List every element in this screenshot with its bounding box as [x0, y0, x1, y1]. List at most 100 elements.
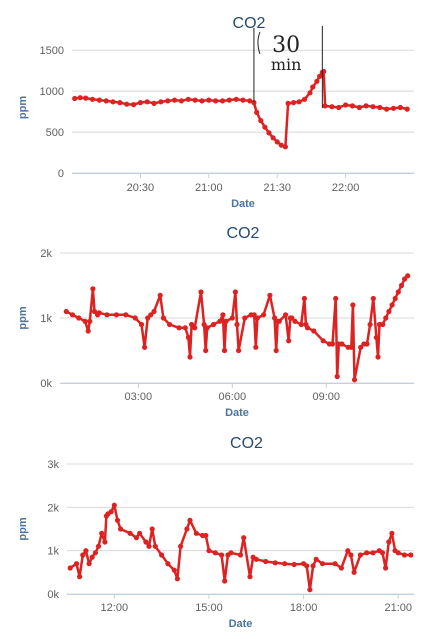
- data-point: [85, 328, 91, 334]
- annotation-text: 30: [272, 33, 300, 58]
- data-point: [377, 104, 383, 111]
- data-point: [405, 273, 411, 279]
- data-point: [310, 84, 316, 90]
- data-point: [338, 565, 344, 571]
- data-point: [392, 295, 398, 302]
- chart-panel-2: CO2 0k 1k 2k 03:00 06:00 09:00 Date ppm: [17, 225, 414, 419]
- data-point: [184, 526, 190, 532]
- data-point: [221, 347, 228, 354]
- data-point: [319, 561, 326, 567]
- data-point: [375, 354, 381, 360]
- data-point: [291, 100, 297, 106]
- x-axis-label: Date: [225, 407, 249, 419]
- x-tick-label: 03:00: [125, 391, 153, 403]
- data-point: [386, 539, 392, 545]
- data-point: [234, 321, 240, 328]
- data-point: [146, 543, 152, 549]
- data-point: [132, 315, 138, 321]
- data-point: [276, 318, 282, 324]
- x-tick-label: 06:00: [219, 391, 247, 403]
- data-point: [89, 554, 95, 560]
- data-point: [198, 289, 204, 295]
- data-point: [348, 344, 354, 350]
- data-point: [143, 539, 149, 545]
- data-point: [131, 102, 137, 108]
- data-point: [187, 354, 193, 360]
- data-point: [322, 103, 328, 109]
- chart-title: CO2: [227, 225, 260, 242]
- data-point: [274, 139, 280, 145]
- data-point: [91, 308, 98, 315]
- data-point: [176, 325, 182, 331]
- data-point: [301, 295, 307, 302]
- data-point: [220, 312, 226, 318]
- data-point: [282, 144, 288, 150]
- y-tick-label: 3k: [47, 459, 59, 471]
- data-point: [262, 124, 268, 130]
- x-tick-label: 21:30: [263, 182, 291, 194]
- data-point: [336, 104, 342, 111]
- data-point: [383, 315, 389, 321]
- x-tick-label: 21:00: [384, 602, 412, 614]
- data-point: [138, 321, 145, 328]
- data-point: [398, 282, 405, 289]
- data-point: [226, 97, 232, 103]
- data-point: [213, 98, 219, 104]
- data-point: [110, 99, 116, 105]
- data-point: [210, 321, 217, 328]
- data-point: [92, 550, 98, 556]
- data-point: [278, 142, 284, 148]
- y-tick-label: 2k: [40, 248, 52, 260]
- data-point: [137, 530, 143, 536]
- data-point: [178, 543, 184, 549]
- data-point: [291, 561, 297, 568]
- x-tick-label: 15:00: [195, 602, 223, 614]
- data-point: [302, 96, 308, 102]
- data-point: [363, 103, 369, 109]
- data-point: [117, 100, 123, 106]
- y-tick-label: 1000: [40, 86, 64, 98]
- data-point: [113, 312, 119, 318]
- annotation-stroke: [257, 31, 261, 55]
- data-point: [118, 526, 124, 532]
- data-point: [217, 318, 223, 324]
- x-tick-label: 09:00: [313, 391, 341, 403]
- chart-panel-3: CO2 0k 1k 2k 3k 12:00 15:00 18:00 21:00 Date ppm: [17, 435, 414, 630]
- data-point: [201, 321, 207, 328]
- data-point: [237, 552, 244, 558]
- data-point: [228, 550, 234, 556]
- y-tick-label: 1k: [40, 313, 52, 325]
- data-point: [151, 308, 157, 315]
- series-line: [69, 503, 411, 591]
- data-point: [404, 106, 410, 112]
- data-point: [267, 292, 273, 298]
- data-point: [96, 97, 102, 103]
- data-point: [357, 552, 363, 558]
- data-point: [370, 295, 376, 302]
- data-point: [83, 95, 89, 101]
- data-point: [304, 325, 311, 331]
- data-point: [253, 344, 259, 350]
- x-tick-label: 18:00: [290, 602, 318, 614]
- x-tick-label: 22:00: [332, 182, 360, 194]
- y-tick-label: 1500: [40, 45, 64, 57]
- data-point: [82, 318, 88, 324]
- data-point: [178, 98, 184, 104]
- data-point: [263, 558, 269, 565]
- data-point: [102, 539, 108, 545]
- data-point: [373, 334, 379, 341]
- data-point: [380, 321, 386, 328]
- data-point: [69, 312, 76, 318]
- data-point: [349, 103, 355, 109]
- data-point: [133, 535, 139, 541]
- data-point: [395, 550, 401, 556]
- data-point: [296, 99, 302, 105]
- y-tick-label: 0: [58, 168, 64, 180]
- data-point: [329, 104, 335, 110]
- data-point: [149, 526, 155, 532]
- data-point: [408, 552, 414, 558]
- annotation-text: min: [271, 55, 302, 74]
- data-point: [285, 100, 291, 106]
- data-point: [145, 315, 151, 321]
